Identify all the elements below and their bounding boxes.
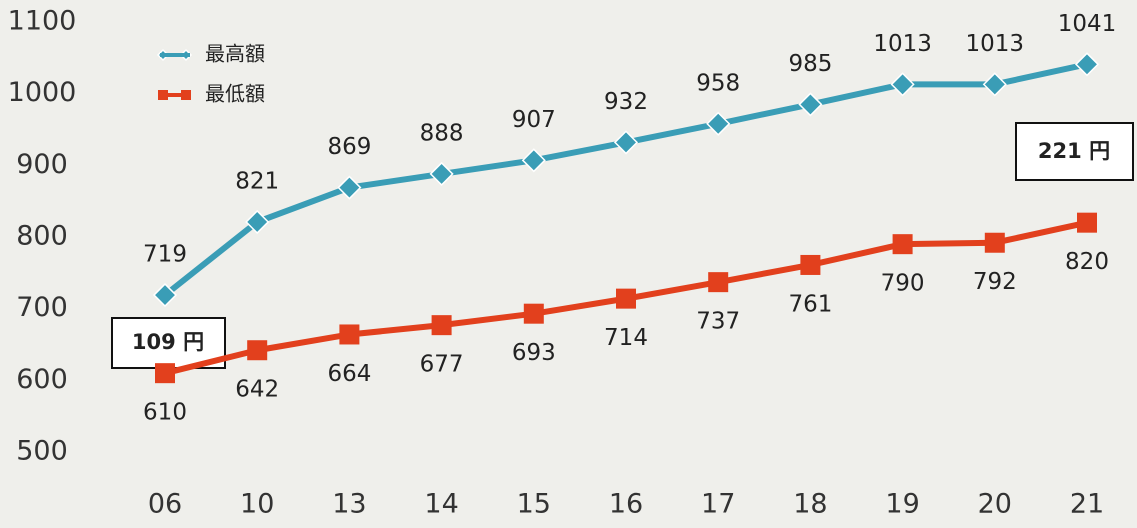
x-tick-label: 20 <box>978 489 1012 520</box>
point <box>431 315 452 336</box>
point <box>523 303 544 324</box>
data-label: 761 <box>788 291 832 317</box>
x-tick-label: 16 <box>609 489 643 520</box>
point <box>245 209 270 235</box>
x-tick-label: 10 <box>240 489 274 520</box>
y-tick-label: 600 <box>16 364 68 395</box>
annotation-box <box>1015 122 1134 181</box>
x-tick-label: 18 <box>793 489 827 520</box>
data-label: 790 <box>881 271 925 297</box>
y-tick-label: 700 <box>16 292 68 323</box>
point <box>155 363 175 384</box>
point <box>429 161 454 186</box>
x-tick-label: 06 <box>148 489 182 520</box>
x-tick-label: 21 <box>1070 489 1104 520</box>
data-label: 907 <box>512 107 556 133</box>
point <box>247 340 268 361</box>
x-tick-label: 13 <box>332 489 366 520</box>
data-label: 932 <box>604 89 648 115</box>
x-tick-label: 17 <box>701 489 735 520</box>
data-label: 693 <box>512 340 556 366</box>
data-label: 1041 <box>1058 11 1117 37</box>
x-tick-label: 15 <box>517 489 551 520</box>
point <box>613 130 639 155</box>
data-label: 792 <box>973 269 1017 295</box>
point <box>890 72 915 97</box>
data-label: 985 <box>788 51 832 77</box>
data-label: 820 <box>1065 249 1109 275</box>
point <box>706 111 731 136</box>
point <box>337 175 362 200</box>
data-label: 958 <box>696 70 740 96</box>
data-label: 737 <box>696 309 740 335</box>
y-tick-label: 1100 <box>8 6 77 37</box>
data-label: 1013 <box>873 31 932 57</box>
y-tick-label: 800 <box>16 221 68 252</box>
point <box>800 254 821 275</box>
data-label: 677 <box>420 352 464 378</box>
data-label: 821 <box>235 168 279 194</box>
data-label: 610 <box>143 400 187 426</box>
data-label: 1013 <box>966 31 1025 57</box>
annotation: 109 円 <box>132 330 204 354</box>
point <box>521 148 546 173</box>
data-label: 888 <box>420 120 464 146</box>
point <box>1074 52 1100 77</box>
point <box>152 282 178 308</box>
point <box>892 234 913 255</box>
point <box>1077 212 1097 233</box>
legend-label: 最高額 <box>205 42 265 66</box>
point <box>982 72 1007 97</box>
y-tick-label: 500 <box>16 436 68 467</box>
legend-label: 最低額 <box>205 82 265 106</box>
data-label: 719 <box>143 242 187 268</box>
point <box>708 272 729 293</box>
data-label: 664 <box>327 361 371 387</box>
point <box>984 232 1005 253</box>
point <box>798 92 823 117</box>
y-tick-label: 900 <box>16 149 68 180</box>
x-tick-label: 19 <box>885 489 919 520</box>
data-label: 714 <box>604 325 648 351</box>
data-label: 642 <box>235 377 279 403</box>
point <box>339 324 360 345</box>
y-tick-label: 1000 <box>8 77 77 108</box>
annotation: 221 円 <box>1038 139 1110 163</box>
x-tick-label: 14 <box>424 489 458 520</box>
data-label: 869 <box>327 134 371 160</box>
point <box>616 288 636 309</box>
